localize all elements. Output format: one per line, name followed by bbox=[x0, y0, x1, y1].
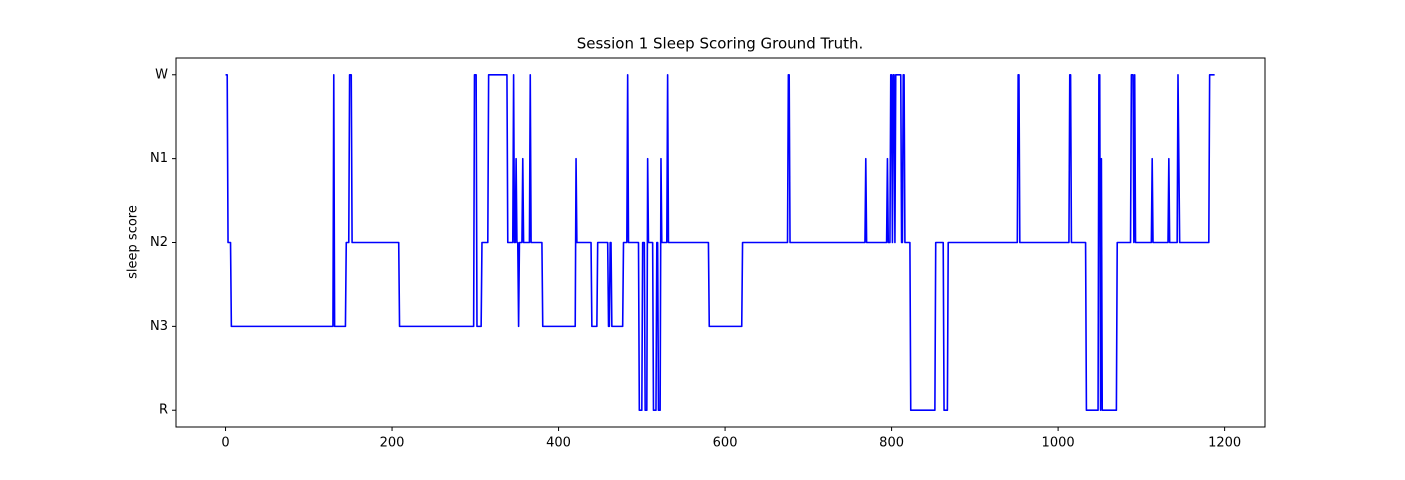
y-tick-label: W bbox=[155, 67, 168, 82]
x-tick-label: 0 bbox=[221, 436, 229, 451]
plot-frame bbox=[175, 57, 1266, 428]
x-tick-label: 400 bbox=[546, 436, 571, 451]
sleep-line bbox=[225, 73, 1215, 412]
y-tick-label: N2 bbox=[150, 235, 168, 250]
x-tick-label: 1000 bbox=[1042, 436, 1075, 451]
x-tick-label: 200 bbox=[380, 436, 405, 451]
y-tick-label: N1 bbox=[150, 151, 168, 166]
x-tick-label: 1200 bbox=[1208, 436, 1241, 451]
x-tick-label: 800 bbox=[879, 436, 904, 451]
x-tick-label: 600 bbox=[713, 436, 738, 451]
chart-title: Session 1 Sleep Scoring Ground Truth. bbox=[577, 35, 864, 53]
y-tick-label: R bbox=[159, 403, 168, 418]
y-tick-label: N3 bbox=[150, 319, 168, 334]
y-axis-label: sleep score bbox=[126, 205, 141, 279]
